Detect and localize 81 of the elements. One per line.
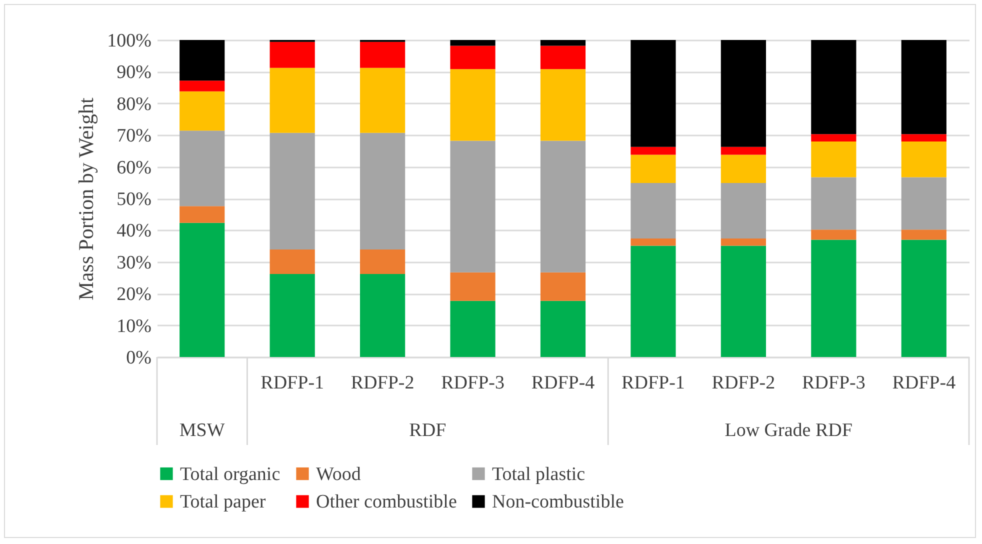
y-tick-label: 10% <box>116 316 152 337</box>
y-tick-label: 90% <box>116 62 152 84</box>
bar <box>180 40 225 81</box>
y-axis-title: Mass Portion by Weight <box>74 98 98 300</box>
bar <box>450 46 496 70</box>
legend-label: Wood <box>316 464 362 485</box>
bar <box>720 154 766 183</box>
bar <box>450 300 496 357</box>
x-tick-label: RDFP-3 <box>441 372 504 394</box>
bar <box>270 132 315 250</box>
bar <box>811 40 856 134</box>
text: MSW <box>179 420 225 441</box>
bar <box>720 182 766 238</box>
bar <box>270 68 315 133</box>
bar <box>180 80 225 92</box>
bar <box>540 69 586 141</box>
bar <box>270 274 315 357</box>
x-tick-label: RDFP-2 <box>350 372 414 394</box>
bar <box>720 246 766 357</box>
bar <box>720 238 766 246</box>
bar <box>811 240 856 357</box>
bar <box>901 40 946 134</box>
x-tick-label: RDFP-4 <box>531 372 596 394</box>
x-tick-label: RDFP-4 <box>892 372 956 394</box>
bar <box>901 240 946 357</box>
bar <box>540 40 586 46</box>
y-tick-label: 50% <box>116 189 152 210</box>
legend-label: Total organic <box>180 464 280 485</box>
y-tick-label: 80% <box>116 94 152 115</box>
legend-label: Non-combustible <box>492 492 624 512</box>
bar <box>180 91 225 131</box>
bar <box>360 250 406 274</box>
bar <box>360 132 406 250</box>
bar <box>811 134 856 142</box>
text: Low Grade RDF <box>724 420 852 441</box>
bar <box>270 42 315 68</box>
legend-label: Total plastic <box>492 464 586 485</box>
bar <box>540 272 586 301</box>
bar <box>630 182 676 238</box>
y-tick-label: 70% <box>116 126 152 147</box>
x-tick-label: RDFP-1 <box>260 372 324 394</box>
bar <box>360 68 406 133</box>
x-tick-label: RDFP-1 <box>622 372 685 394</box>
bar <box>180 130 225 206</box>
bar <box>720 40 766 147</box>
y-tick-label: 0% <box>126 348 152 368</box>
bar <box>360 42 406 68</box>
bar <box>540 140 586 272</box>
bar <box>811 141 856 178</box>
legend-label: Other combustible <box>316 492 457 512</box>
bar <box>720 146 766 155</box>
bar <box>180 206 225 223</box>
bar <box>450 272 496 301</box>
bar <box>901 230 946 240</box>
y-tick-label: 100% <box>107 30 152 52</box>
bar <box>630 238 676 246</box>
legend-label: Total paper <box>180 492 266 512</box>
y-tick-label: 60% <box>116 157 152 178</box>
bar <box>901 177 946 230</box>
text: RDF <box>409 420 446 441</box>
bar <box>630 146 676 155</box>
x-tick-label: RDFP-3 <box>802 372 866 394</box>
bar <box>450 69 496 141</box>
y-tick-label: 40% <box>116 220 152 242</box>
x-tick-label: RDFP-2 <box>712 372 776 394</box>
bar <box>540 300 586 357</box>
bar <box>450 140 496 272</box>
bar <box>630 154 676 183</box>
bar <box>811 177 856 230</box>
bar <box>630 40 676 147</box>
bar <box>450 40 496 46</box>
bar <box>540 46 586 70</box>
y-tick-label: 30% <box>116 252 152 274</box>
y-tick-label: 20% <box>116 284 152 306</box>
bar <box>630 246 676 357</box>
bar <box>901 141 946 178</box>
bar <box>360 274 406 357</box>
bar <box>811 230 856 240</box>
bar <box>180 222 225 357</box>
bar <box>901 134 946 142</box>
bar <box>270 250 315 274</box>
